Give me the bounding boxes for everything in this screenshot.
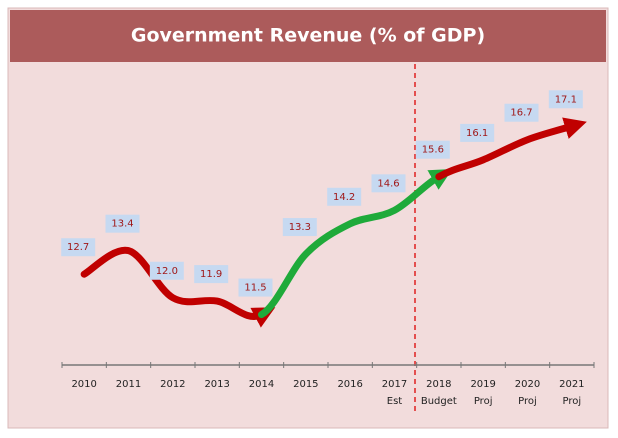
value-label-box bbox=[504, 103, 539, 122]
x-tick-note: Budget bbox=[421, 396, 457, 407]
value-label-box bbox=[371, 174, 406, 193]
x-tick-label: 2013 bbox=[204, 379, 229, 390]
x-tick-label: 2020 bbox=[515, 379, 540, 390]
value-label-box bbox=[548, 90, 583, 109]
value-label: 16.7 bbox=[510, 108, 532, 119]
x-tick-label: 2018 bbox=[426, 379, 451, 390]
line-segment bbox=[258, 168, 453, 319]
value-label-box bbox=[149, 261, 184, 280]
value-label: 13.3 bbox=[289, 222, 311, 233]
line-segment bbox=[435, 117, 587, 181]
x-tick-label: 2021 bbox=[559, 379, 584, 390]
value-label-box bbox=[415, 140, 450, 159]
x-tick-label: 2011 bbox=[116, 379, 141, 390]
value-label: 11.5 bbox=[244, 283, 266, 294]
value-label: 12.7 bbox=[67, 242, 89, 253]
title-band bbox=[10, 10, 606, 62]
x-tick-label: 2019 bbox=[470, 379, 495, 390]
x-tick-label: 2015 bbox=[293, 379, 318, 390]
value-label-box bbox=[105, 214, 140, 233]
value-label-box bbox=[61, 238, 96, 257]
x-tick-note: Est bbox=[387, 396, 403, 407]
line-segment bbox=[80, 246, 276, 328]
value-label: 16.1 bbox=[466, 128, 488, 139]
x-tick-label: 2012 bbox=[160, 379, 185, 390]
x-tick-note: Proj bbox=[474, 396, 493, 407]
x-tick-note: Proj bbox=[518, 396, 537, 407]
x-tick-note: Proj bbox=[563, 396, 582, 407]
value-label: 15.6 bbox=[422, 145, 444, 156]
value-label-box bbox=[194, 265, 229, 284]
value-label: 12.0 bbox=[156, 266, 178, 277]
value-label-box bbox=[327, 187, 362, 206]
chart-title: Government Revenue (% of GDP) bbox=[131, 25, 485, 47]
x-tick-label: 2017 bbox=[382, 379, 407, 390]
value-label-box bbox=[282, 218, 317, 237]
x-tick-label: 2014 bbox=[249, 379, 274, 390]
value-label: 14.2 bbox=[333, 192, 355, 203]
x-tick-label: 2010 bbox=[71, 379, 96, 390]
value-label: 17.1 bbox=[555, 94, 577, 105]
value-label: 11.9 bbox=[200, 269, 222, 280]
value-label-box bbox=[460, 123, 495, 142]
value-label: 14.6 bbox=[377, 178, 399, 189]
x-tick-label: 2016 bbox=[337, 379, 362, 390]
value-label: 13.4 bbox=[111, 219, 133, 230]
value-label-box bbox=[238, 278, 273, 297]
